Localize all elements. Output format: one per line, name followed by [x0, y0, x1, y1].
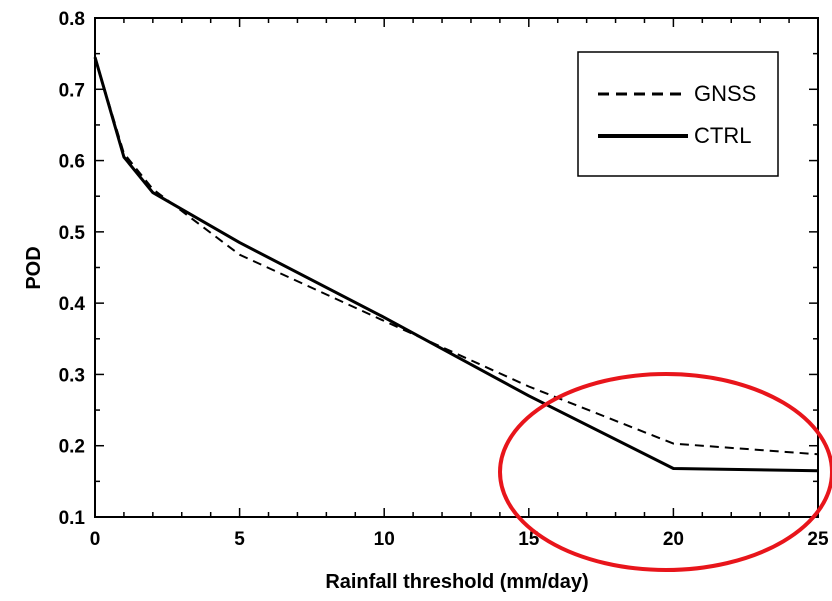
series-line-ctrl: [93, 56, 819, 473]
y-tick-label: 0.2: [59, 437, 85, 458]
legend-label-ctrl: CTRL: [694, 123, 751, 148]
y-tick-label: 0.3: [59, 365, 85, 386]
x-tick-label: 0: [90, 529, 101, 550]
y-tick-label: 0.1: [59, 508, 86, 529]
x-axis-title: Rainfall threshold (mm/day): [325, 571, 588, 593]
axis-ticks: [94, 17, 819, 518]
y-tick-label: 0.7: [59, 80, 85, 101]
legend-label-gnss: GNSS: [694, 81, 756, 106]
y-axis-title: POD: [23, 246, 45, 289]
series-line-gnss: [94, 56, 819, 456]
y-tick-label: 0.4: [59, 294, 86, 315]
x-tick-label: 20: [663, 529, 684, 550]
legend: GNSS CTRL: [577, 51, 779, 177]
x-tick-label: 25: [807, 529, 829, 550]
x-tick-label: 10: [374, 529, 395, 550]
highlight-ellipse: [498, 372, 832, 572]
y-tick-label: 0.5: [59, 223, 86, 244]
y-tick-label: 0.8: [59, 9, 85, 30]
series-lines: [93, 56, 819, 473]
y-tick-label: 0.6: [59, 152, 85, 173]
legend-box: [577, 51, 779, 177]
x-tick-label: 5: [234, 529, 245, 550]
axis-tick-labels: 0 5 10 15 20 250.10.20.30.40.50.60.70.8: [59, 9, 829, 550]
